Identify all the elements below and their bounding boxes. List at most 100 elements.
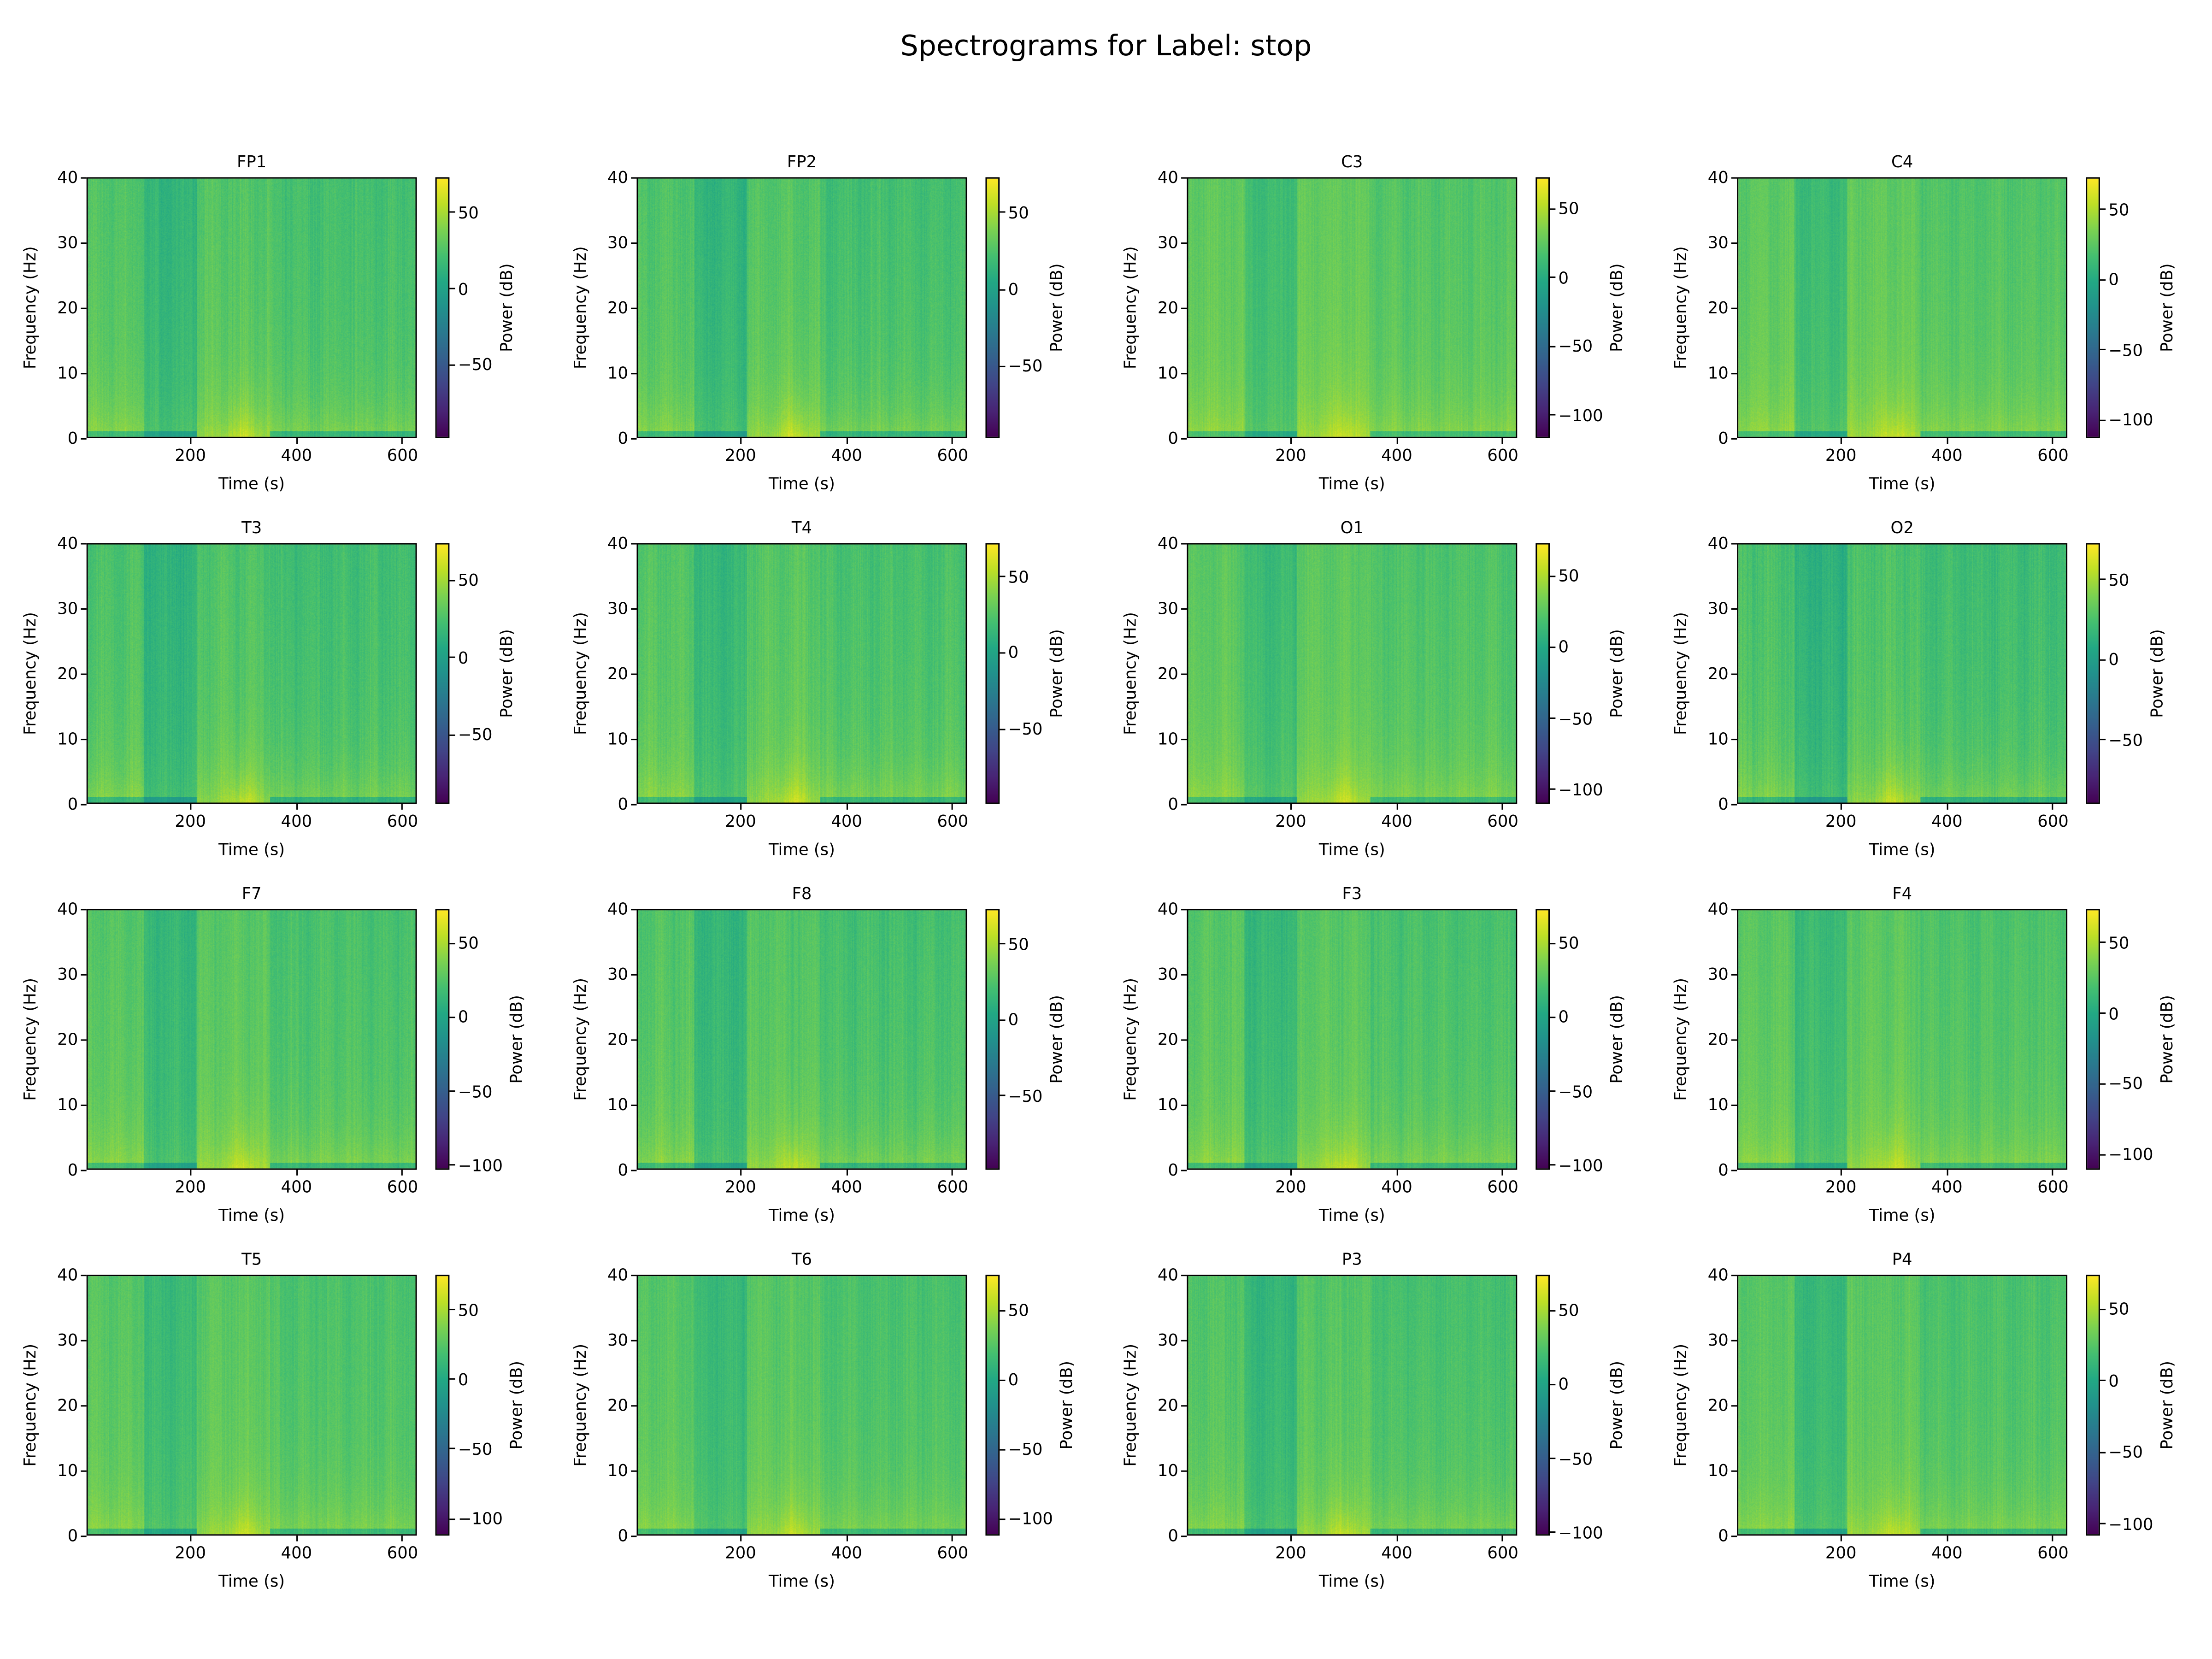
colorbar-tick-label: −50 (2108, 730, 2143, 750)
y-tick (81, 437, 87, 439)
colorbar (985, 909, 1000, 1170)
x-tick-label: 400 (1381, 445, 1412, 465)
colorbar-tick (2100, 349, 2106, 351)
x-tick-label: 200 (1825, 1177, 1857, 1197)
x-tick-label: 600 (387, 811, 418, 831)
colorbar-tick (1000, 576, 1006, 577)
colorbar-tick (449, 1090, 455, 1092)
y-tick (1731, 1169, 1737, 1171)
y-tick (1181, 1169, 1187, 1171)
x-tick-label: 400 (281, 1177, 312, 1197)
y-tick (1731, 241, 1737, 243)
y-tick (1731, 1404, 1737, 1406)
x-tick (295, 438, 297, 444)
y-tick (631, 372, 637, 374)
y-tick-label: 40 (607, 167, 629, 188)
y-axis-label: Frequency (Hz) (20, 612, 40, 735)
colorbar-tick (2100, 1083, 2106, 1085)
x-tick-label: 400 (831, 811, 862, 831)
y-axis-label: Frequency (Hz) (1120, 1343, 1140, 1467)
colorbar-tick-label: −50 (2108, 1442, 2143, 1463)
x-tick-label: 400 (831, 1177, 862, 1197)
colorbar-tick (449, 734, 455, 735)
x-tick-label: 400 (831, 445, 862, 465)
y-tick (1731, 607, 1737, 609)
x-tick (1946, 1170, 1948, 1176)
y-tick (1181, 307, 1187, 309)
colorbar-tick-label: 50 (1008, 566, 1029, 587)
colorbar-tick-label: −50 (1008, 356, 1043, 376)
spectrogram-plot-area (86, 909, 417, 1170)
y-tick (1181, 241, 1187, 243)
y-axis-label: Frequency (Hz) (1670, 246, 1690, 370)
x-tick (295, 804, 297, 810)
y-tick (631, 803, 637, 805)
colorbar-tick-label: −100 (1558, 405, 1603, 425)
figure-title: Spectrograms for Label: stop (900, 28, 1312, 63)
colorbar-tick-label: 50 (458, 1300, 479, 1320)
y-tick-label: 10 (57, 1460, 78, 1481)
colorbar-tick-label: 0 (1008, 643, 1019, 663)
x-tick (740, 804, 741, 810)
x-tick (1290, 438, 1292, 444)
spectrogram-image (88, 178, 416, 437)
colorbar-tick-label: −100 (458, 1509, 503, 1529)
x-tick (2052, 438, 2054, 444)
colorbar-tick (449, 579, 455, 581)
y-tick-label: 0 (1168, 794, 1178, 814)
y-tick (1731, 1104, 1737, 1106)
spectrogram-image (1188, 178, 1516, 437)
spectrogram-plot-area (1737, 177, 2068, 438)
y-tick-label: 10 (1157, 1460, 1178, 1481)
y-tick (81, 1535, 87, 1536)
x-tick (2052, 1535, 2054, 1541)
colorbar-tick (1550, 1532, 1556, 1534)
y-tick (1731, 372, 1737, 374)
colorbar-tick (2100, 942, 2106, 944)
colorbar (985, 543, 1000, 804)
colorbar-tick-label: 0 (1558, 637, 1569, 657)
colorbar-tick (1000, 365, 1006, 367)
y-axis-label: Frequency (Hz) (570, 612, 590, 735)
spectrogram-plot-area (1187, 909, 1518, 1170)
x-tick-label: 600 (2037, 1177, 2069, 1197)
panel-title: T4 (791, 518, 812, 538)
y-tick-label: 10 (607, 1094, 629, 1115)
y-tick-label: 20 (1707, 1395, 1729, 1415)
y-tick-label: 30 (607, 964, 629, 984)
x-tick-label: 400 (1931, 1177, 1963, 1197)
x-tick (740, 1170, 741, 1176)
colorbar-label: Power (dB) (506, 1360, 527, 1450)
y-tick-label: 10 (1707, 363, 1729, 383)
y-tick (1731, 1535, 1737, 1536)
y-tick (631, 672, 637, 675)
colorbar-tick (1550, 942, 1556, 944)
y-tick (1181, 542, 1187, 544)
x-tick (1290, 804, 1292, 810)
y-tick (81, 738, 87, 740)
y-tick (1181, 176, 1187, 178)
y-tick (1181, 1404, 1187, 1406)
spectrogram-plot-area (636, 177, 967, 438)
colorbar-tick-label: 0 (458, 1369, 469, 1389)
y-tick (81, 973, 87, 975)
y-tick (1181, 1038, 1187, 1040)
y-tick-label: 0 (1168, 428, 1178, 448)
colorbar-tick-label: 0 (2108, 270, 2119, 290)
colorbar-tick (1000, 652, 1006, 654)
panel-title: T6 (791, 1249, 812, 1269)
colorbar-label: Power (dB) (1046, 629, 1066, 718)
colorbar-tick (449, 1448, 455, 1450)
panel-title: FP2 (787, 152, 817, 172)
colorbar-tick-label: 50 (2108, 933, 2130, 953)
colorbar-tick-label: 50 (2108, 200, 2130, 220)
colorbar-tick-label: −50 (1008, 1085, 1043, 1106)
x-tick (1290, 1170, 1292, 1176)
y-tick (81, 176, 87, 178)
colorbar-tick-label: 0 (1558, 1374, 1569, 1394)
colorbar-label: Power (dB) (496, 263, 516, 352)
x-tick (846, 438, 847, 444)
x-tick (1396, 804, 1398, 810)
y-tick-label: 30 (1707, 964, 1729, 984)
y-tick (1731, 672, 1737, 675)
